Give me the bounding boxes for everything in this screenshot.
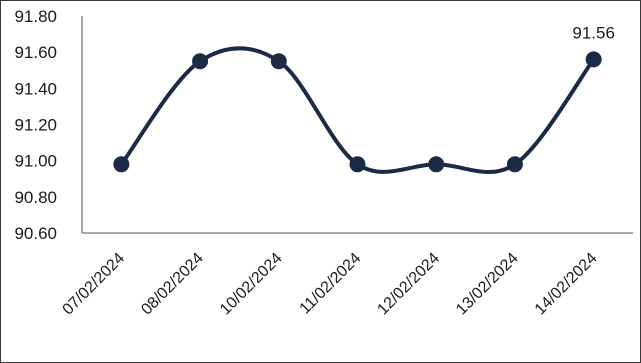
y-tick-label: 90.60 xyxy=(14,224,57,243)
x-tick-label: 14/02/2024 xyxy=(532,250,601,319)
y-tick-label: 91.40 xyxy=(14,79,57,98)
x-tick-label: 07/02/2024 xyxy=(60,250,129,319)
y-axis: 90.60 90.80 91.00 91.20 91.40 91.60 91.80 xyxy=(14,7,83,243)
data-point xyxy=(349,156,366,173)
data-point xyxy=(585,51,602,68)
x-tick-label: 10/02/2024 xyxy=(217,250,286,319)
y-tick-label: 91.20 xyxy=(14,116,57,135)
y-tick-label: 90.80 xyxy=(14,188,57,207)
x-tick-label: 08/02/2024 xyxy=(138,250,207,319)
data-point xyxy=(506,156,523,173)
x-tick-label: 11/02/2024 xyxy=(297,250,365,318)
data-point xyxy=(270,53,287,70)
y-tick-label: 91.60 xyxy=(14,43,57,62)
data-point xyxy=(192,53,209,70)
y-tick-label: 91.00 xyxy=(14,152,57,171)
series-1 xyxy=(113,46,602,174)
data-point xyxy=(113,156,130,173)
x-tick-label: 12/02/2024 xyxy=(374,250,443,319)
y-tick-label: 91.80 xyxy=(14,7,57,26)
data-labels: 91.56 xyxy=(572,23,615,42)
data-label: 91.56 xyxy=(572,23,615,42)
series-line xyxy=(119,46,596,174)
x-axis: 07/02/2024 08/02/2024 10/02/2024 11/02/2024… xyxy=(60,232,633,319)
data-point xyxy=(428,156,445,173)
x-tick-label: 13/02/2024 xyxy=(453,250,522,319)
